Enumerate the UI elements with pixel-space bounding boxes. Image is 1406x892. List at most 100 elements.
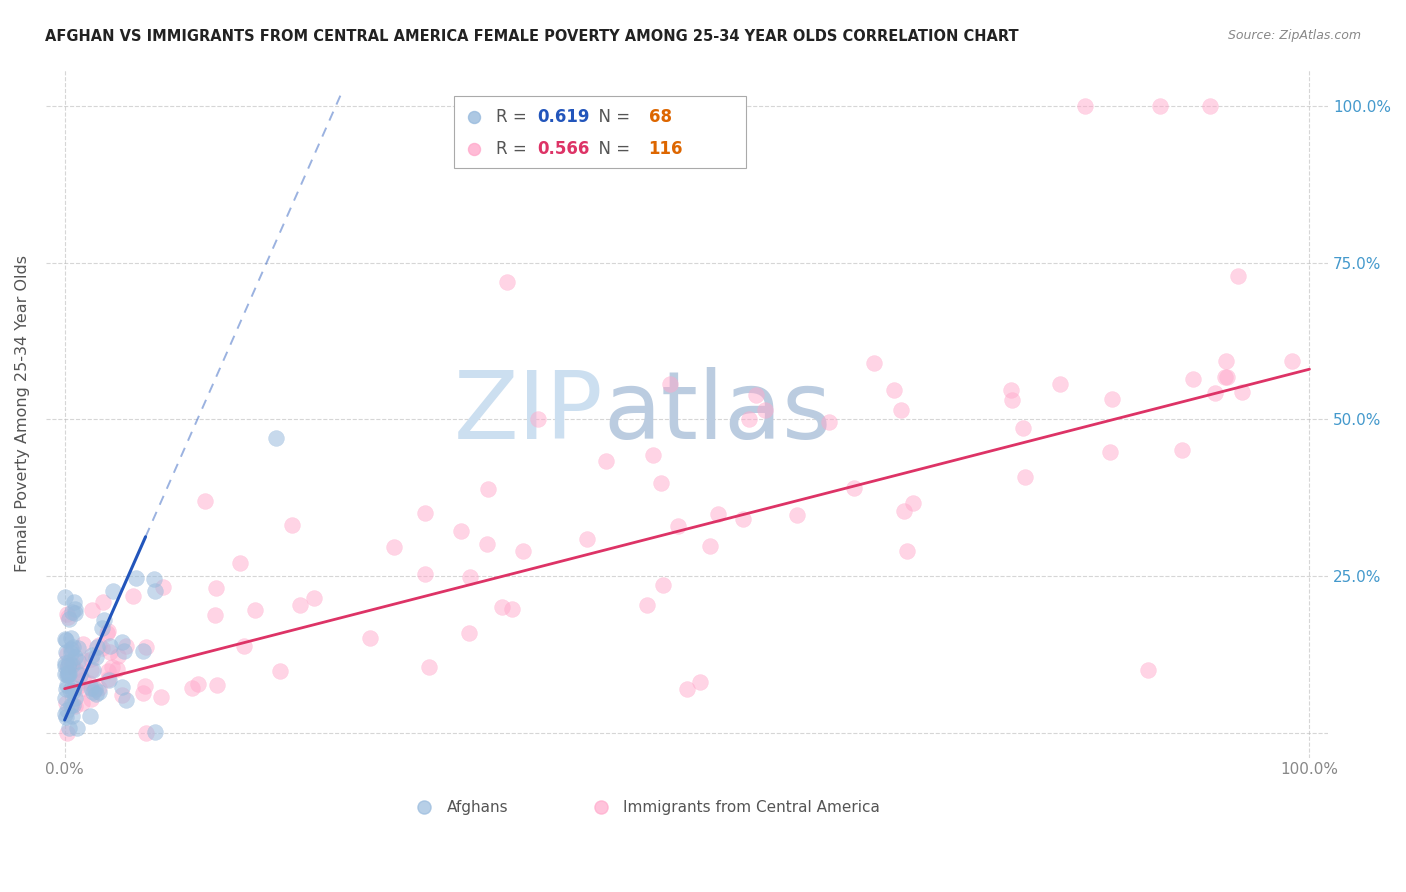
Point (458, 626, 481, 640)
Point (87, 685, 110, 699)
Point (80, 603, 103, 617)
Point (97, 624, 120, 639)
Point (62, 681, 84, 695)
Point (501, 601, 523, 615)
Point (63, 691, 86, 706)
Point (491, 599, 513, 614)
Point (58, 655, 80, 669)
Point (56, 678, 79, 692)
Point (475, 537, 498, 551)
Point (181, 681, 204, 695)
Point (58, 668, 80, 682)
Point (59, 631, 82, 645)
Point (97, 672, 120, 686)
Point (194, 494, 217, 508)
Point (98, 639, 121, 653)
Point (135, 725, 157, 739)
Point (65, 602, 87, 616)
Point (134, 679, 156, 693)
Point (575, 532, 598, 546)
Point (1213, 369, 1236, 384)
Point (890, 403, 912, 417)
Point (1136, 663, 1159, 677)
Point (55, 668, 77, 682)
Point (228, 557, 250, 571)
Point (420, 771, 443, 785)
Text: N =: N = (588, 108, 636, 126)
Point (65, 665, 87, 680)
Point (458, 570, 481, 584)
Point (666, 519, 689, 533)
Point (80, 692, 103, 706)
Point (125, 571, 148, 585)
Point (79, 681, 101, 695)
Point (152, 581, 174, 595)
Point (269, 664, 291, 678)
Point (149, 690, 172, 704)
Point (264, 431, 287, 445)
Point (592, 771, 614, 785)
Point (754, 402, 776, 417)
Point (699, 539, 721, 553)
Point (58, 612, 80, 626)
Text: Immigrants from Central America: Immigrants from Central America (623, 800, 880, 814)
Point (413, 566, 436, 581)
Point (738, 412, 761, 426)
Point (1014, 470, 1036, 484)
Point (87, 681, 110, 696)
Point (205, 581, 228, 595)
Point (66, 721, 89, 735)
Point (98, 645, 121, 659)
Point (59, 658, 82, 673)
Point (135, 640, 157, 654)
Point (818, 415, 841, 429)
Point (413, 506, 436, 520)
FancyBboxPatch shape (454, 96, 747, 169)
Point (903, 495, 925, 509)
Point (56, 607, 79, 622)
Point (1227, 268, 1250, 283)
Point (1281, 354, 1303, 368)
Point (689, 675, 711, 690)
Point (59, 682, 82, 697)
Point (676, 681, 699, 696)
Point (62, 698, 84, 713)
Point (84, 650, 107, 665)
Point (58, 666, 80, 681)
Point (745, 387, 768, 401)
Point (204, 607, 226, 622)
Point (107, 649, 129, 664)
Point (84, 687, 107, 701)
Point (91, 595, 114, 609)
Point (243, 603, 266, 617)
Point (69, 667, 91, 681)
Point (1049, 376, 1071, 391)
Point (707, 507, 730, 521)
Text: R =: R = (496, 108, 531, 126)
Point (63, 699, 86, 714)
Point (70, 697, 93, 711)
Point (143, 583, 166, 598)
Text: 0.566: 0.566 (537, 140, 589, 158)
Point (862, 356, 884, 370)
Point (53, 706, 76, 721)
Point (87, 638, 110, 652)
Point (86, 640, 108, 654)
Point (63, 650, 86, 665)
Point (62, 640, 84, 654)
Point (83, 681, 105, 696)
Text: Afghans: Afghans (447, 800, 509, 814)
Point (55, 633, 77, 648)
Point (111, 680, 134, 694)
Text: atlas: atlas (603, 368, 832, 459)
Point (63, 595, 86, 609)
Point (477, 483, 499, 497)
Point (659, 377, 682, 392)
Point (896, 543, 918, 558)
Point (304, 591, 326, 605)
Point (96, 626, 118, 640)
Point (115, 693, 138, 707)
Point (1000, 384, 1022, 398)
Point (56, 666, 79, 681)
Point (1232, 385, 1254, 400)
